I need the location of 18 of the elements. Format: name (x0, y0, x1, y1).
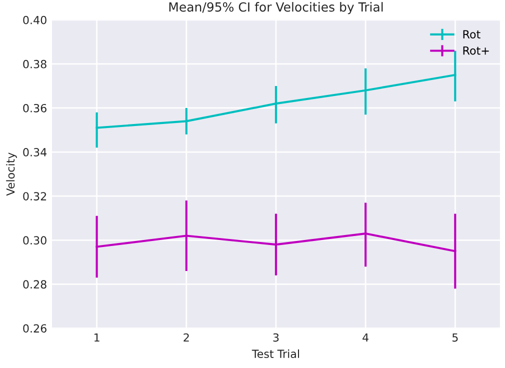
y-tick-label: 0.40 (23, 16, 46, 24)
y-tick-label: 0.28 (23, 280, 46, 289)
x-tick-label: 2 (184, 333, 189, 342)
y-axis-title: Velocity (6, 152, 17, 196)
chart-title: Mean/95% CI for Velocities by Trial (169, 2, 383, 14)
x-tick-label: 4 (362, 333, 368, 342)
x-axis-title: Test Trial (252, 349, 299, 358)
y-tick-label: 0.32 (23, 192, 46, 200)
y-tick-label: 0.36 (23, 104, 46, 112)
y-tick-label: 0.34 (23, 148, 47, 156)
legend-label: Rot (463, 30, 480, 38)
x-tick-label: 5 (452, 333, 458, 342)
y-tick-label: 0.30 (23, 236, 46, 245)
x-tick-label: 1 (94, 333, 100, 342)
x-tick-label: 3 (273, 333, 279, 342)
y-tick-label: 0.26 (23, 324, 46, 333)
y-tick-label: 0.38 (23, 60, 46, 68)
legend-label: Rot+ (463, 46, 489, 55)
